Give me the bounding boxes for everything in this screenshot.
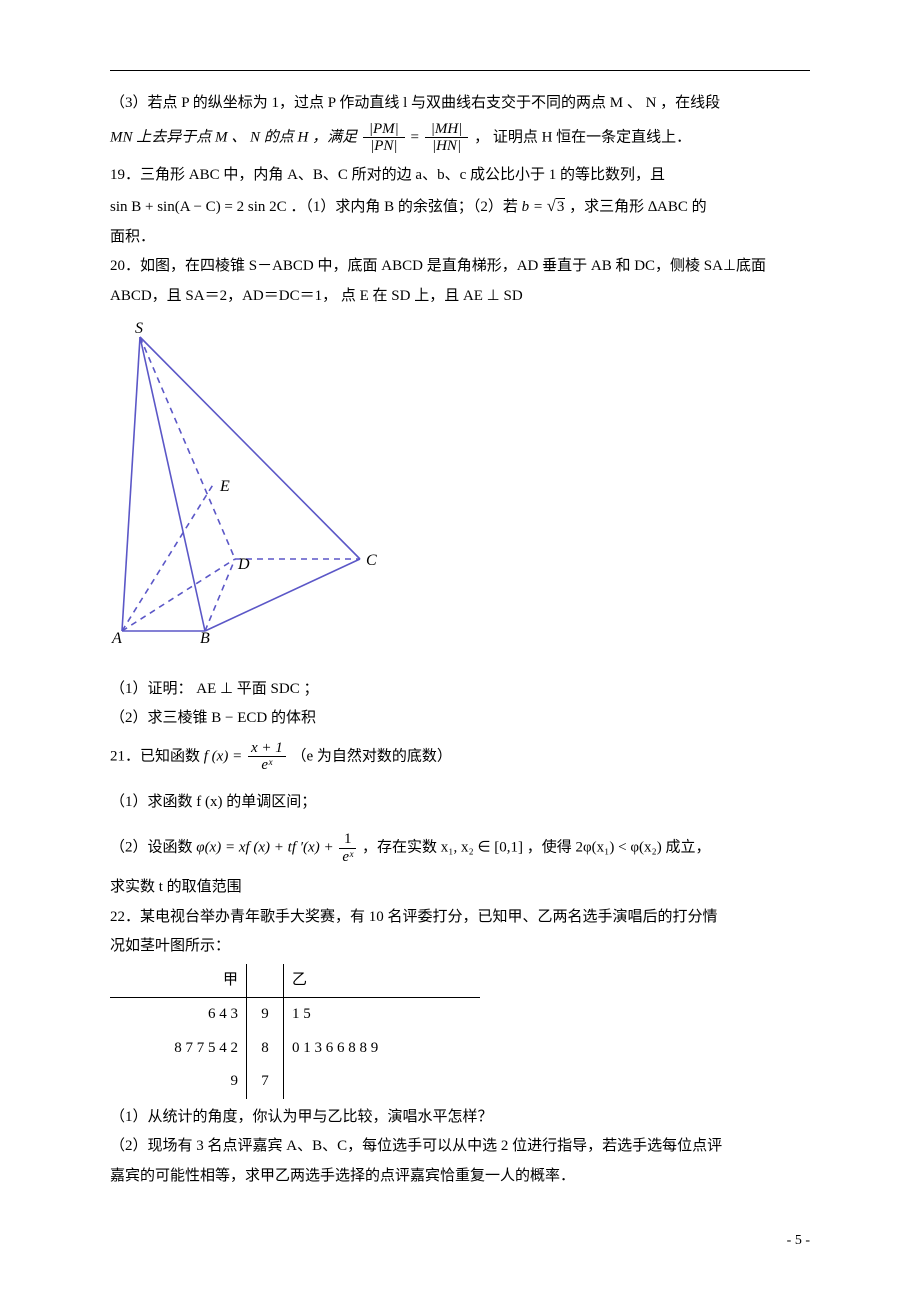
page-number: - 5 - xyxy=(110,1229,810,1253)
q20-part2: （2）求三棱锥 B − ECD 的体积 xyxy=(110,706,810,732)
q22-part1: （1）从统计的角度，你认为甲与乙比较，演唱水平怎样？ xyxy=(110,1105,810,1131)
cell-left-2: 9 xyxy=(110,1065,247,1099)
q21-phi-den: eˣ xyxy=(339,849,356,866)
header-left: 甲 xyxy=(110,964,247,998)
abs-HN: HN xyxy=(429,138,464,154)
abs-PM: PM xyxy=(366,121,402,137)
q20-part1: （1）证明： AE ⊥ 平面 SDC ； xyxy=(110,677,810,703)
cell-right-2 xyxy=(284,1065,481,1099)
q19-equation: sin B + sin(A − C) = 2 sin 2C xyxy=(110,199,287,215)
cell-stem-1: 8 xyxy=(247,1032,284,1066)
q18-part3-line1: （3）若点 P 的纵坐标为 1，过点 P 作动直线 l 与双曲线右支交于不同的两… xyxy=(110,91,810,117)
pyramid-diagram: S E D C A B xyxy=(110,319,410,659)
line2-post: ， 证明点 H 恒在一条定直线上． xyxy=(474,129,691,145)
table-row: 6 4 3 9 1 5 xyxy=(110,998,480,1032)
label-B: B xyxy=(200,630,210,647)
top-rule xyxy=(110,70,810,71)
page: （3）若点 P 的纵坐标为 1，过点 P 作动直线 l 与双曲线右支交于不同的两… xyxy=(0,0,920,1293)
q21-func-frac: x + 1 eˣ xyxy=(248,740,286,774)
q21-p2-pre: （2）设函数 xyxy=(110,839,196,855)
q18-part3-line2: MN 上去异于点 M 、 N 的点 H ，满足 PM PN = MH HN ， … xyxy=(110,121,810,155)
q20-figure: S E D C A B xyxy=(110,319,810,669)
edge-SA xyxy=(122,337,140,631)
abs-PN: PN xyxy=(367,138,400,154)
label-D: D xyxy=(237,556,250,573)
label-C: C xyxy=(366,552,377,569)
header-right: 乙 xyxy=(284,964,481,998)
q22-stem-line2: 况如茎叶图所示： xyxy=(110,934,810,960)
cell-stem-0: 9 xyxy=(247,998,284,1032)
q21-phi-num: 1 xyxy=(339,831,356,849)
q21-p2-mid: ，存在实数 x₁, x₂ ∈ [0,1] ，使得 2φ(x₁) < φ(x₂) … xyxy=(362,839,710,855)
equals-sign: = xyxy=(411,129,423,145)
ratio-left: PM PN xyxy=(363,121,405,155)
edge-SC xyxy=(140,337,360,559)
q21-func-num: x + 1 xyxy=(248,740,286,758)
q21-func-lhs: f (x) = xyxy=(204,748,242,764)
q19-stem-end: 面积． xyxy=(110,225,810,251)
q19-part2-text: ，求三角形 ∆ABC 的 xyxy=(569,199,707,215)
cell-left-1: 8 7 7 5 4 2 xyxy=(110,1032,247,1066)
q20-stem-line2: ABCD，且 SA＝2，AD＝DC＝1， 点 E 在 SD 上，且 AE ⊥ S… xyxy=(110,284,810,310)
edge-SB xyxy=(140,337,205,631)
header-mid xyxy=(247,964,284,998)
q19-stem-line2: sin B + sin(A − C) = 2 sin 2C ．（1）求内角 B … xyxy=(110,192,810,221)
cell-right-1: 0 1 3 6 6 8 8 9 xyxy=(284,1032,481,1066)
q19-part1-text: ．（1）求内角 B 的余弦值；（2）若 xyxy=(290,199,521,215)
q21-func-den: eˣ xyxy=(248,757,286,774)
q22-part2b: 嘉宾的可能性相等，求甲乙两选手选择的点评嘉宾恰重复一人的概率． xyxy=(110,1164,810,1190)
segment-MN: MN 上去异于点 M 、 N 的点 H ，满足 xyxy=(110,129,361,145)
q21-part2-end: 求实数 t 的取值范围 xyxy=(110,875,810,901)
cell-left-0: 6 4 3 xyxy=(110,998,247,1032)
table-row: 9 7 xyxy=(110,1065,480,1099)
label-S: S xyxy=(135,320,143,337)
cell-right-0: 1 5 xyxy=(284,998,481,1032)
q22-part2a: （2）现场有 3 名点评嘉宾 A、B、C，每位选手可以从中选 2 位进行指导，若… xyxy=(110,1134,810,1160)
table-row-header: 甲 乙 xyxy=(110,964,480,998)
abs-MH: MH xyxy=(428,121,466,137)
edge-BD xyxy=(205,559,235,631)
stem-leaf-table: 甲 乙 6 4 3 9 1 5 8 7 7 5 4 2 8 0 1 3 6 6 … xyxy=(110,964,480,1099)
q21-stem-post: （e 为自然对数的底数） xyxy=(291,748,451,764)
q19-stem-line1: 19．三角形 ABC 中，内角 A、B、C 所对的边 a、b、c 成公比小于 1… xyxy=(110,163,810,189)
edge-BC xyxy=(205,559,360,631)
edge-AD xyxy=(122,559,235,631)
q22-stem-line1: 22．某电视台举办青年歌手大奖赛，有 10 名评委打分，已知甲、乙两名选手演唱后… xyxy=(110,905,810,931)
q21-stem-pre: 21．已知函数 xyxy=(110,748,204,764)
q21-phi-frac: 1 eˣ xyxy=(339,831,356,865)
q21-stem: 21．已知函数 f (x) = x + 1 eˣ （e 为自然对数的底数） xyxy=(110,740,810,774)
ratio-right: MH HN xyxy=(425,121,469,155)
q19-b-eq: b = xyxy=(522,199,543,215)
sqrt-3: √3 xyxy=(547,192,566,221)
q21-part1: （1）求函数 f (x) 的单调区间； xyxy=(110,790,810,816)
q21-part2: （2）设函数 φ(x) = xf (x) + tf ′(x) + 1 eˣ ，存… xyxy=(110,831,810,865)
q20-stem-line1: 20．如图，在四棱锥 S－ABCD 中，底面 ABCD 是直角梯形，AD 垂直于… xyxy=(110,254,810,280)
label-E: E xyxy=(219,478,230,495)
q21-phi-lhs: φ(x) = xf (x) + tf ′(x) + xyxy=(196,839,333,855)
cell-stem-2: 7 xyxy=(247,1065,284,1099)
label-A: A xyxy=(111,630,122,647)
table-row: 8 7 7 5 4 2 8 0 1 3 6 6 8 8 9 xyxy=(110,1032,480,1066)
